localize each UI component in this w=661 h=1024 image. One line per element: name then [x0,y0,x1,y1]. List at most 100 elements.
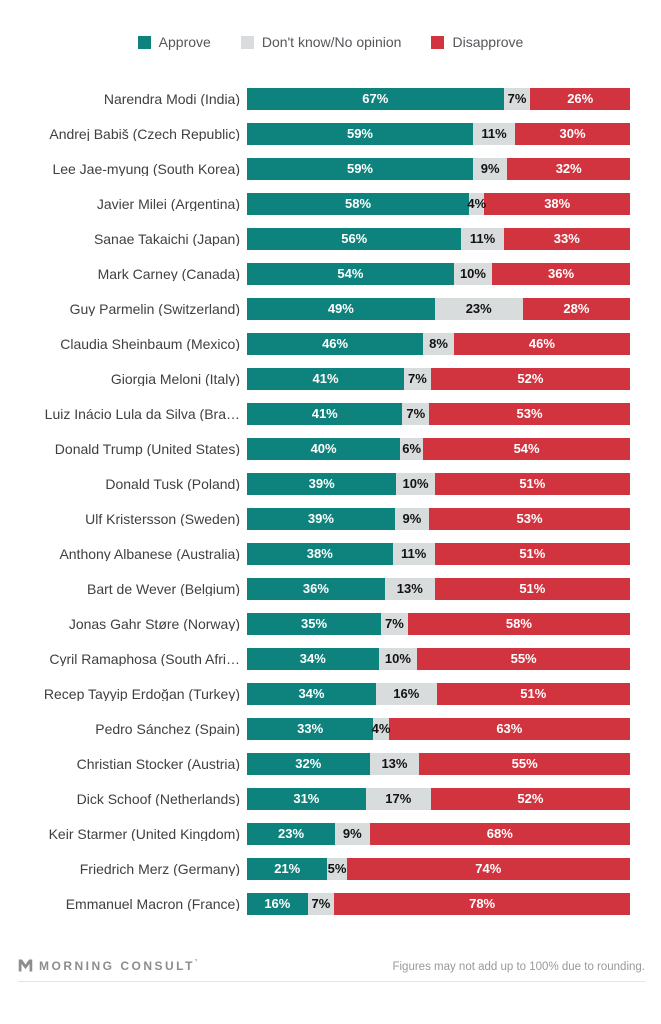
row-label: Ulf Kristersson (Sweden) [85,511,240,526]
bar-track: 34% 16% 51% [247,682,630,705]
neutral-value: 13% [396,581,423,596]
neutral-value: 10% [402,476,429,491]
neutral-value: 13% [381,756,408,771]
approve-value: 40% [310,441,337,456]
row-label: Andrej Babiš (Czech Republic) [49,126,240,141]
bar-track: 46% 8% 46% [247,332,631,355]
bar-track: 41% 7% 52% [247,367,630,390]
row-label: Dick Schoof (Netherlands) [76,791,240,806]
disapprove-value: 63% [496,721,523,736]
row-label: Donald Trump (United States) [54,441,240,456]
disapprove-value: 51% [519,546,546,561]
approve-segment: 33% [247,717,374,740]
disapprove-value: 53% [516,511,543,526]
neutral-segment: 9% [472,157,508,180]
approve-segment: 34% [247,647,379,670]
chart-rows: Narendra Modi (India) 67% 7% 26% Andrej … [0,81,661,921]
neutral-segment: 23% [434,297,523,320]
neutral-value: 10% [459,266,486,281]
approve-value: 34% [298,686,325,701]
neutral-value: 4% [467,196,487,211]
approve-segment: 59% [247,157,473,180]
disapprove-value: 28% [563,301,590,316]
chart-row: Narendra Modi (India) 67% 7% 26% [0,81,661,116]
neutral-value: 8% [429,336,448,351]
approve-value: 49% [327,301,354,316]
chart-row: Emmanuel Macron (France) 16% 7% 78% [0,886,661,921]
neutral-value: 9% [480,161,500,176]
row-label: Sanae Takaichi (Japan) [93,231,240,246]
neutral-segment: 10% [453,262,493,285]
chart-row: Donald Tusk (Poland) 39% 10% 51% [0,466,661,501]
row-label: Mark Carney (Canada) [97,266,240,281]
approve-swatch-icon [137,35,151,49]
neutral-value: 5% [327,861,347,876]
disapprove-value: 46% [528,336,555,351]
approve-segment: 31% [247,787,366,810]
approve-value: 39% [308,476,335,491]
disapprove-value: 53% [516,406,543,421]
morning-consult-m-icon [18,959,33,972]
disapprove-value: 33% [553,231,580,246]
legend-label-disapprove: Disapprove [452,34,524,50]
legend-label-neutral: Don't know/No opinion [261,34,402,50]
footer-divider [18,981,645,982]
trademark-mark: ’ [194,958,200,967]
row-label: Donald Tusk (Poland) [105,476,240,491]
approve-value: 41% [311,406,338,421]
disapprove-segment: 55% [419,752,631,775]
neutral-segment: 6% [400,437,424,460]
approve-segment: 16% [247,892,308,915]
chart-row: Claudia Sheinbaum (Mexico) 46% 8% 46% [0,326,661,361]
approve-segment: 36% [247,577,385,600]
row-label: Javier Milei (Argentina) [96,196,240,211]
neutral-segment: 5% [327,857,347,880]
row-label: Anthony Albanese (Australia) [59,546,240,561]
neutral-segment: 7% [503,87,531,110]
legend-item-neutral: Don't know/No opinion [240,34,402,50]
neutral-value: 10% [384,651,411,666]
chart-row: Keir Starmer (United Kingdom) 23% 9% 68% [0,816,661,851]
neutral-value: 7% [311,896,331,911]
neutral-value: 4% [371,721,391,736]
row-label: Luiz Inácio Lula da Silva (Bra… [44,406,240,421]
disapprove-segment: 78% [334,892,630,915]
disapprove-segment: 32% [507,157,630,180]
row-label: Claudia Sheinbaum (Mexico) [60,336,240,351]
row-label: Emmanuel Macron (France) [65,896,240,911]
neutral-value: 11% [481,126,507,141]
neutral-value: 9% [402,511,422,526]
disapprove-value: 68% [486,826,513,841]
disapprove-swatch-icon [431,35,445,49]
chart-row: Cyril Ramaphosa (South Afri… 34% 10% 55% [0,641,661,676]
chart-row: Donald Trump (United States) 40% 6% 54% [0,431,661,466]
approve-value: 23% [278,826,305,841]
approve-value: 39% [307,511,334,526]
bar-track: 39% 9% 53% [247,507,630,530]
disapprove-segment: 38% [484,192,630,215]
legend-item-disapprove: Disapprove [431,34,523,50]
row-label: Lee Jae-myung (South Korea) [52,161,240,176]
row-label: Guy Parmelin (Switzerland) [69,301,240,316]
neutral-value: 7% [385,616,404,631]
approve-value: 36% [302,581,329,596]
chart-row: Lee Jae-myung (South Korea) 59% 9% 32% [0,151,661,186]
approve-value: 58% [345,196,372,211]
neutral-segment: 16% [375,682,437,705]
approve-segment: 58% [247,192,470,215]
disapprove-segment: 33% [503,227,630,250]
neutral-segment: 11% [461,227,504,250]
morning-consult-logo: MORNING CONSULT’ [18,958,200,973]
disapprove-segment: 54% [423,437,630,460]
chart-row: Anthony Albanese (Australia) 38% 11% 51% [0,536,661,571]
approve-value: 41% [312,371,339,386]
bar-track: 49% 23% 28% [247,297,630,320]
bar-track: 41% 7% 53% [247,402,630,425]
chart-row: Christian Stocker (Austria) 32% 13% 55% [0,746,661,781]
neutral-value: 17% [385,791,412,806]
neutral-segment: 9% [394,507,430,530]
bar-track: 54% 10% 36% [247,262,630,285]
disapprove-value: 55% [510,651,537,666]
bar-track: 59% 11% 30% [247,122,630,145]
neutral-segment: 13% [369,752,420,775]
